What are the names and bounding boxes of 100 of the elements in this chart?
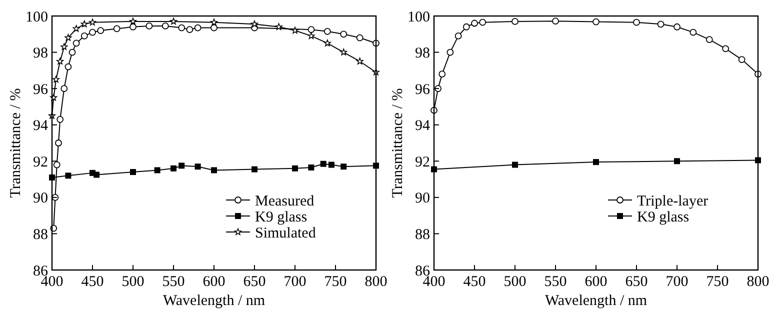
point	[60, 85, 68, 92]
y-tick-label: 100	[26, 9, 48, 26]
point	[72, 25, 80, 32]
point	[292, 165, 298, 172]
point	[657, 20, 664, 28]
x-tick-label: 750	[324, 274, 347, 290]
point	[438, 70, 446, 78]
point	[89, 28, 96, 36]
point	[340, 164, 347, 170]
point	[72, 40, 80, 47]
point	[324, 40, 331, 46]
legend-label: K9 glass	[255, 209, 308, 226]
x-tick-label: 550	[544, 274, 567, 290]
point	[320, 160, 326, 167]
x-tick-label: 700	[284, 274, 306, 290]
y-tick-label: 92	[33, 154, 48, 170]
point	[324, 28, 331, 35]
x-tick-label: 450	[463, 274, 486, 290]
y-tick-label: 98	[415, 46, 430, 62]
point	[674, 158, 680, 164]
point	[210, 18, 218, 26]
point	[356, 34, 364, 42]
point	[170, 18, 178, 25]
x-tick-label: 800	[364, 274, 388, 290]
y-tick-label: 96	[33, 82, 48, 98]
y-tick-label: 90	[415, 190, 430, 207]
point	[633, 18, 640, 26]
point	[250, 20, 258, 28]
point	[56, 58, 64, 64]
x-tick-label: 600	[584, 274, 608, 290]
x-axis-title: Wavelength / nm	[544, 293, 648, 309]
point	[512, 18, 518, 25]
point	[340, 48, 348, 56]
point	[64, 34, 72, 41]
point	[80, 20, 88, 28]
point	[592, 18, 600, 26]
x-tick-label: 500	[504, 274, 526, 290]
point	[356, 58, 364, 64]
legend-label: Simulated	[255, 225, 316, 242]
point	[186, 26, 194, 34]
point	[146, 22, 153, 30]
point	[738, 56, 746, 63]
y-tick-label: 88	[33, 226, 48, 243]
point	[154, 167, 160, 174]
point	[97, 27, 104, 34]
point	[194, 164, 201, 170]
point	[512, 162, 518, 168]
x-axis-title: Wavelength / nm	[162, 293, 266, 309]
x-tick-label: 500	[122, 274, 144, 290]
point	[291, 26, 299, 34]
point	[552, 18, 559, 25]
point	[308, 32, 315, 40]
x-tick-label: 700	[666, 274, 688, 290]
point	[53, 161, 60, 168]
point	[211, 167, 217, 174]
point	[68, 48, 76, 56]
y-axis-title: Transmittance / %	[8, 88, 24, 198]
x-tick-label: 550	[162, 274, 185, 290]
legend-label: Triple-layer	[637, 193, 708, 210]
legend-label: K9 glass	[637, 209, 690, 226]
point	[479, 18, 486, 26]
point	[706, 36, 713, 44]
point	[252, 166, 258, 172]
point	[462, 23, 470, 30]
x-tick-label: 650	[625, 274, 648, 290]
point	[194, 24, 202, 32]
point	[210, 24, 218, 32]
point	[593, 159, 599, 166]
point	[170, 165, 176, 172]
point	[690, 28, 697, 36]
point	[60, 43, 68, 50]
point	[113, 25, 120, 32]
point	[308, 164, 314, 170]
point	[64, 63, 72, 70]
y-tick-label: 98	[33, 46, 48, 62]
y-tick-label: 100	[408, 9, 430, 26]
point	[130, 169, 136, 176]
point	[722, 45, 730, 52]
point	[446, 48, 454, 56]
x-tick-label: 450	[81, 274, 104, 290]
point	[80, 32, 88, 40]
x-tick-label: 800	[746, 274, 770, 290]
point	[674, 23, 680, 30]
x-tick-label: 600	[202, 274, 226, 290]
point	[129, 18, 137, 25]
legend-label: Measured	[255, 193, 315, 210]
point	[56, 116, 64, 123]
y-tick-label: 94	[415, 118, 430, 134]
point	[88, 18, 96, 26]
point	[328, 162, 334, 168]
point	[275, 23, 282, 30]
x-tick-label: 650	[243, 274, 266, 290]
point	[65, 172, 72, 179]
y-axis-title: Transmittance / %	[390, 88, 406, 198]
point	[471, 20, 478, 27]
point	[178, 24, 186, 32]
y-tick-label: 90	[33, 190, 48, 207]
point	[178, 162, 185, 169]
y-tick-label: 88	[415, 226, 430, 243]
point	[55, 140, 62, 146]
